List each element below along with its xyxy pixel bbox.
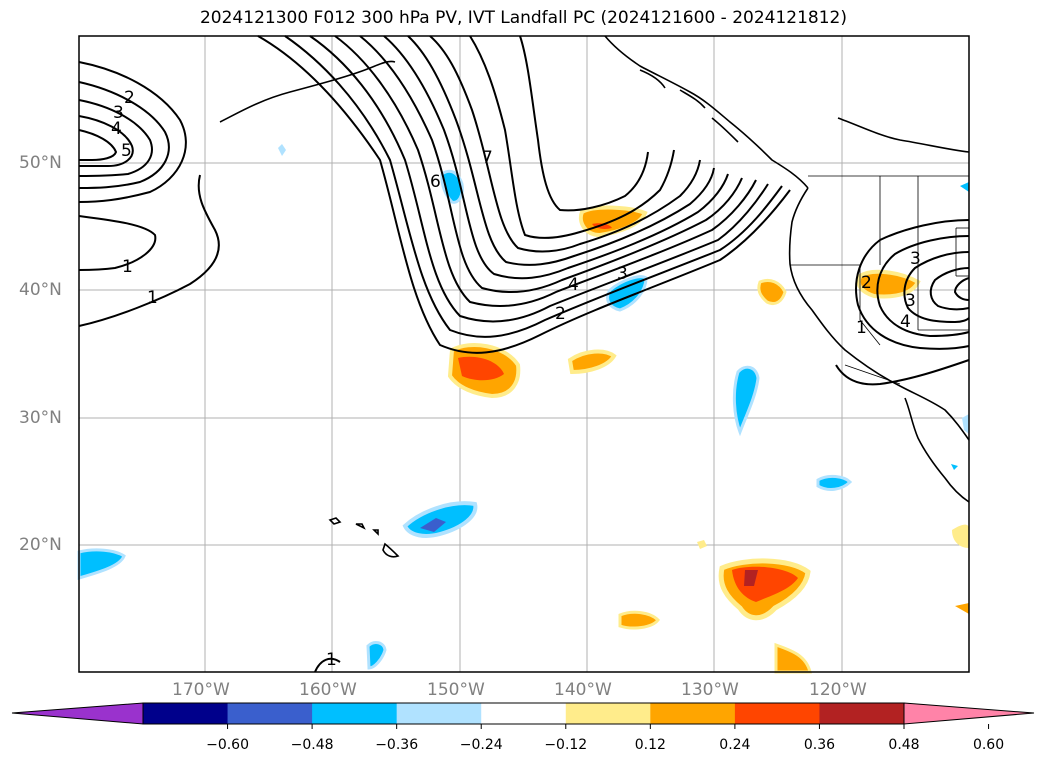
pv-contours xyxy=(78,35,970,673)
contour-label: 3 xyxy=(617,264,628,284)
map-frame xyxy=(78,35,970,673)
contour-label: 2 xyxy=(555,304,566,324)
lat-label: 50°N xyxy=(19,153,62,173)
lat-label: 30°N xyxy=(19,408,62,428)
colorbar-tick-label: 0.36 xyxy=(803,737,836,753)
colorbar-segment xyxy=(819,703,905,724)
lon-label: 120°W xyxy=(809,680,867,700)
contour-label: 1 xyxy=(147,288,158,308)
contour-label: 4 xyxy=(111,119,122,139)
colorbar-tick-label: −0.12 xyxy=(544,737,588,753)
colorbar-tick-label: −0.60 xyxy=(206,737,249,753)
contour-label: 2 xyxy=(861,273,872,293)
contour-label: 4 xyxy=(568,275,579,295)
colorbar-tick-label: 0.48 xyxy=(888,737,920,753)
colorbar-tick-label: −0.48 xyxy=(290,737,334,753)
contour-label: 7 xyxy=(482,148,493,168)
lon-label: 160°W xyxy=(299,680,357,700)
lon-label: 130°W xyxy=(681,680,739,700)
colorbar-segments xyxy=(142,702,905,725)
contour-label-group: 2 3 4 5 1 1 6 7 3 4 2 3 2 3 4 1 1 xyxy=(111,88,921,670)
borders xyxy=(790,175,969,385)
contour-label: 1 xyxy=(326,650,337,670)
lat-label: 40°N xyxy=(19,280,62,300)
colorbar-tick-marks xyxy=(227,724,990,729)
colorbar-segment xyxy=(481,703,567,724)
contour-label: 1 xyxy=(856,318,867,338)
colorbar-segment xyxy=(143,703,229,724)
colorbar-segment xyxy=(396,703,482,724)
contour-label: 3 xyxy=(905,291,916,311)
colorbar-min-extend xyxy=(11,702,144,725)
contour-label: 3 xyxy=(113,103,124,123)
contour-label: 2 xyxy=(124,88,135,108)
colorbar-max-extend xyxy=(903,702,1035,725)
colorbar-segment xyxy=(650,703,736,724)
lat-label: 20°N xyxy=(19,535,62,555)
coastlines xyxy=(219,35,970,558)
colorbar-segment xyxy=(565,703,651,724)
lon-label: 170°W xyxy=(172,680,230,700)
lon-label: 150°W xyxy=(427,680,485,700)
colorbar-segment xyxy=(227,703,313,724)
colorbar-segment xyxy=(734,703,820,724)
lon-label: 140°W xyxy=(554,680,612,700)
colorbar xyxy=(11,702,1035,729)
colorbar-tick-label: 0.12 xyxy=(634,737,666,753)
colorbar-segment xyxy=(312,703,398,724)
contour-label: 1 xyxy=(122,257,133,277)
colorbar-tick-label: −0.36 xyxy=(375,737,419,753)
colorbar-tick-label: −0.24 xyxy=(459,737,503,753)
map-background xyxy=(79,36,969,672)
contour-label: 4 xyxy=(900,312,911,332)
contour-label: 6 xyxy=(430,172,441,192)
contour-label: 3 xyxy=(910,249,921,269)
colorbar-tick-label: 0.24 xyxy=(719,737,751,753)
colorbar-tick-label: 0.60 xyxy=(972,737,1005,753)
contour-label: 5 xyxy=(121,141,132,161)
map-title: 2024121300 F012 300 hPa PV, IVT Landfall… xyxy=(199,8,847,28)
